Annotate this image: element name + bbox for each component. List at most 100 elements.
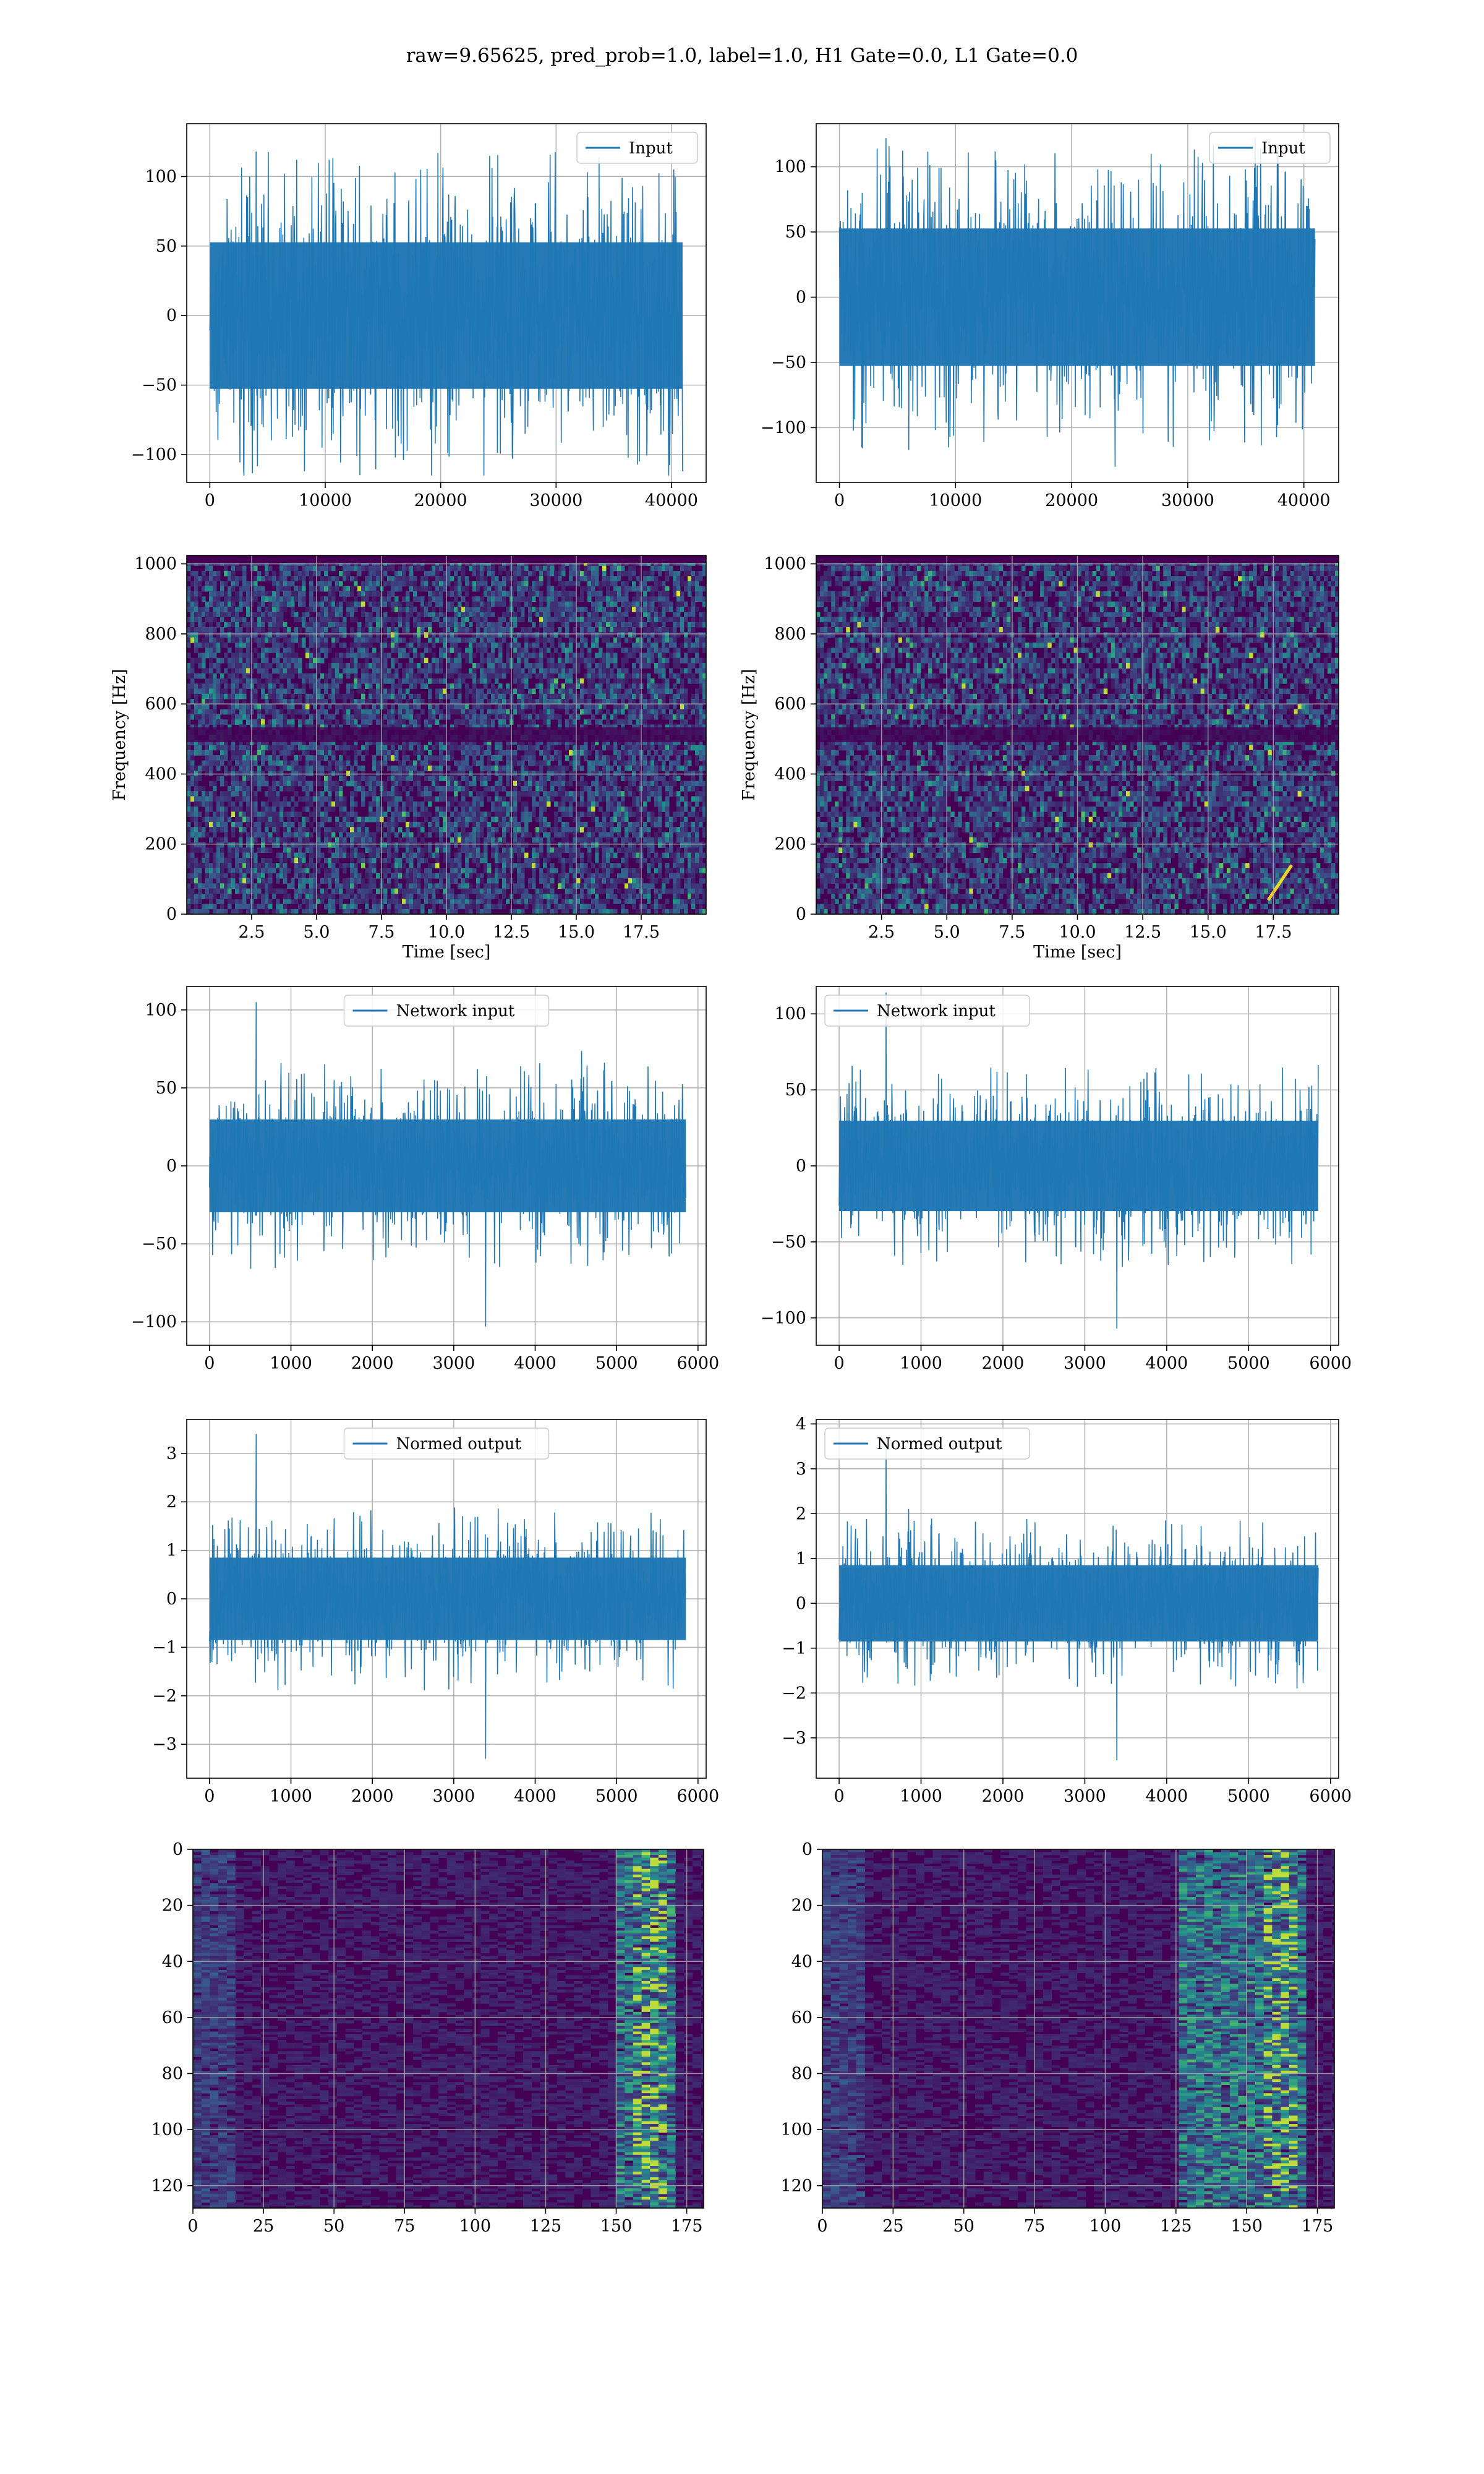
- figure-title: raw=9.65625, pred_prob=1.0, label=1.0, H…: [0, 45, 1484, 67]
- axes-frame: [192, 1849, 704, 2209]
- legend-box: [824, 995, 1030, 1027]
- x-tick-label: 7.5: [369, 923, 395, 942]
- x-tick-label: 0: [187, 2217, 198, 2236]
- y-tick-label: 1000: [134, 555, 177, 574]
- x-tick-label: 6000: [1309, 1787, 1352, 1806]
- legend: Normed output: [343, 1427, 550, 1460]
- legend-label: Normed output: [877, 1435, 1002, 1453]
- x-tick-label: 3000: [432, 1787, 475, 1806]
- y-tick-label: 1000: [764, 555, 806, 574]
- x-tick-label: 75: [394, 2217, 415, 2236]
- x-tick-label: 20000: [1045, 491, 1098, 510]
- x-tick-label: 10.0: [428, 923, 465, 942]
- x-tick-label: 0: [834, 491, 845, 510]
- x-tick-label: 10000: [299, 491, 352, 510]
- chirp-track: [1266, 864, 1294, 901]
- y-tick-label: 50: [156, 237, 177, 256]
- y-tick-label: 2: [796, 1504, 806, 1523]
- x-tick-label: 0: [834, 1354, 844, 1373]
- x-tick-label: 100: [459, 2217, 492, 2236]
- x-tick-label: 1000: [900, 1354, 942, 1373]
- y-tick-label: 40: [162, 1952, 183, 1971]
- y-tick-label: 60: [162, 2008, 183, 2027]
- y-tick-label: −3: [152, 1735, 177, 1754]
- x-tick-label: 4000: [514, 1787, 556, 1806]
- x-tick-label: 5.0: [934, 923, 960, 942]
- y-tick-label: 100: [145, 1001, 177, 1020]
- y-tick-label: 50: [785, 223, 806, 242]
- y-tick-label: −50: [142, 376, 177, 395]
- axes-frame: [822, 1849, 1335, 2209]
- legend-label: Input: [1261, 139, 1305, 158]
- y-tick-label: 2: [166, 1492, 177, 1512]
- subplot-1: Input 0 10000 20000 30000 40000 −100 −50 0 50 100: [131, 123, 707, 510]
- y-tick-label: 80: [162, 2065, 183, 2084]
- x-tick-label: 6000: [676, 1787, 719, 1806]
- y-tick-label: 800: [145, 625, 177, 644]
- y-tick-label: 400: [774, 764, 806, 784]
- x-tick-label: 30000: [529, 491, 582, 510]
- x-tick-label: 10.0: [1059, 923, 1096, 942]
- legend-box: [576, 132, 698, 164]
- x-tick-label: 175: [1302, 2217, 1334, 2236]
- legend-label: Normed output: [396, 1435, 522, 1453]
- y-tick-label: 100: [774, 1004, 806, 1024]
- axes-frame: [816, 1419, 1339, 1779]
- y-tick-label: −2: [782, 1684, 806, 1703]
- y-tick-label: 120: [780, 2177, 812, 2196]
- x-axis-label: Time [sec]: [1033, 943, 1122, 962]
- y-tick-label: −100: [761, 418, 806, 437]
- x-tick-label: 5000: [595, 1787, 638, 1806]
- y-tick-label: 3: [166, 1444, 177, 1463]
- signal-core-band: [839, 228, 1315, 366]
- x-tick-label: 0: [817, 2217, 827, 2236]
- x-tick-label: 12.5: [493, 923, 530, 942]
- x-tick-label: 17.5: [623, 923, 660, 942]
- y-tick-label: 0: [796, 1157, 806, 1176]
- signal-core-band: [839, 1120, 1318, 1212]
- legend: Input: [576, 132, 698, 164]
- x-tick-label: 6000: [676, 1354, 719, 1373]
- legend: Input: [1209, 132, 1331, 164]
- x-tick-label: 125: [1160, 2217, 1192, 2236]
- y-tick-label: 600: [774, 695, 806, 714]
- x-tick-label: 0: [205, 491, 215, 510]
- x-tick-label: 1000: [900, 1787, 942, 1806]
- x-tick-label: 50: [953, 2217, 974, 2236]
- x-tick-label: 25: [882, 2217, 903, 2236]
- y-tick-label: 0: [173, 1840, 183, 1859]
- subplot-3: 2.5 5.0 7.5 10.0 12.5 15.0 17.5 0 200 400 600 800 10…: [110, 555, 707, 962]
- y-tick-label: 100: [774, 158, 806, 177]
- y-tick-label: 3: [796, 1460, 806, 1479]
- y-tick-label: 120: [151, 2177, 183, 2196]
- x-tick-label: 17.5: [1255, 923, 1292, 942]
- y-tick-label: 0: [166, 1157, 177, 1176]
- x-tick-label: 2.5: [239, 923, 265, 942]
- x-tick-label: 3000: [432, 1354, 475, 1373]
- x-tick-label: 0: [204, 1787, 215, 1806]
- x-tick-label: 100: [1090, 2217, 1122, 2236]
- y-tick-label: 100: [151, 2120, 183, 2139]
- x-tick-label: 5000: [1227, 1787, 1270, 1806]
- x-tick-label: 150: [600, 2217, 633, 2236]
- y-tick-label: 80: [791, 2065, 812, 2084]
- y-tick-label: 0: [166, 306, 177, 325]
- y-tick-label: 50: [785, 1081, 806, 1100]
- y-tick-label: 1: [796, 1549, 806, 1569]
- x-tick-label: 2.5: [868, 923, 895, 942]
- legend-box: [824, 1427, 1030, 1460]
- subplot-8: Normed output 0 1000 2000 3000 4000 5000 6000 −3…: [782, 1415, 1352, 1806]
- y-tick-label: 200: [774, 835, 806, 854]
- x-tick-label: 125: [530, 2217, 562, 2236]
- x-tick-label: 1000: [270, 1354, 312, 1373]
- y-tick-label: 0: [796, 905, 806, 924]
- x-tick-label: 25: [253, 2217, 274, 2236]
- legend-box: [1209, 132, 1331, 164]
- y-tick-label: 0: [166, 905, 177, 924]
- subplot-4: 2.5 5.0 7.5 10.0 12.5 15.0 17.5 0 200 400 600 800 10…: [740, 555, 1339, 962]
- x-tick-label: 50: [323, 2217, 344, 2236]
- y-tick-label: 60: [791, 2008, 812, 2027]
- x-tick-label: 15.0: [1190, 923, 1227, 942]
